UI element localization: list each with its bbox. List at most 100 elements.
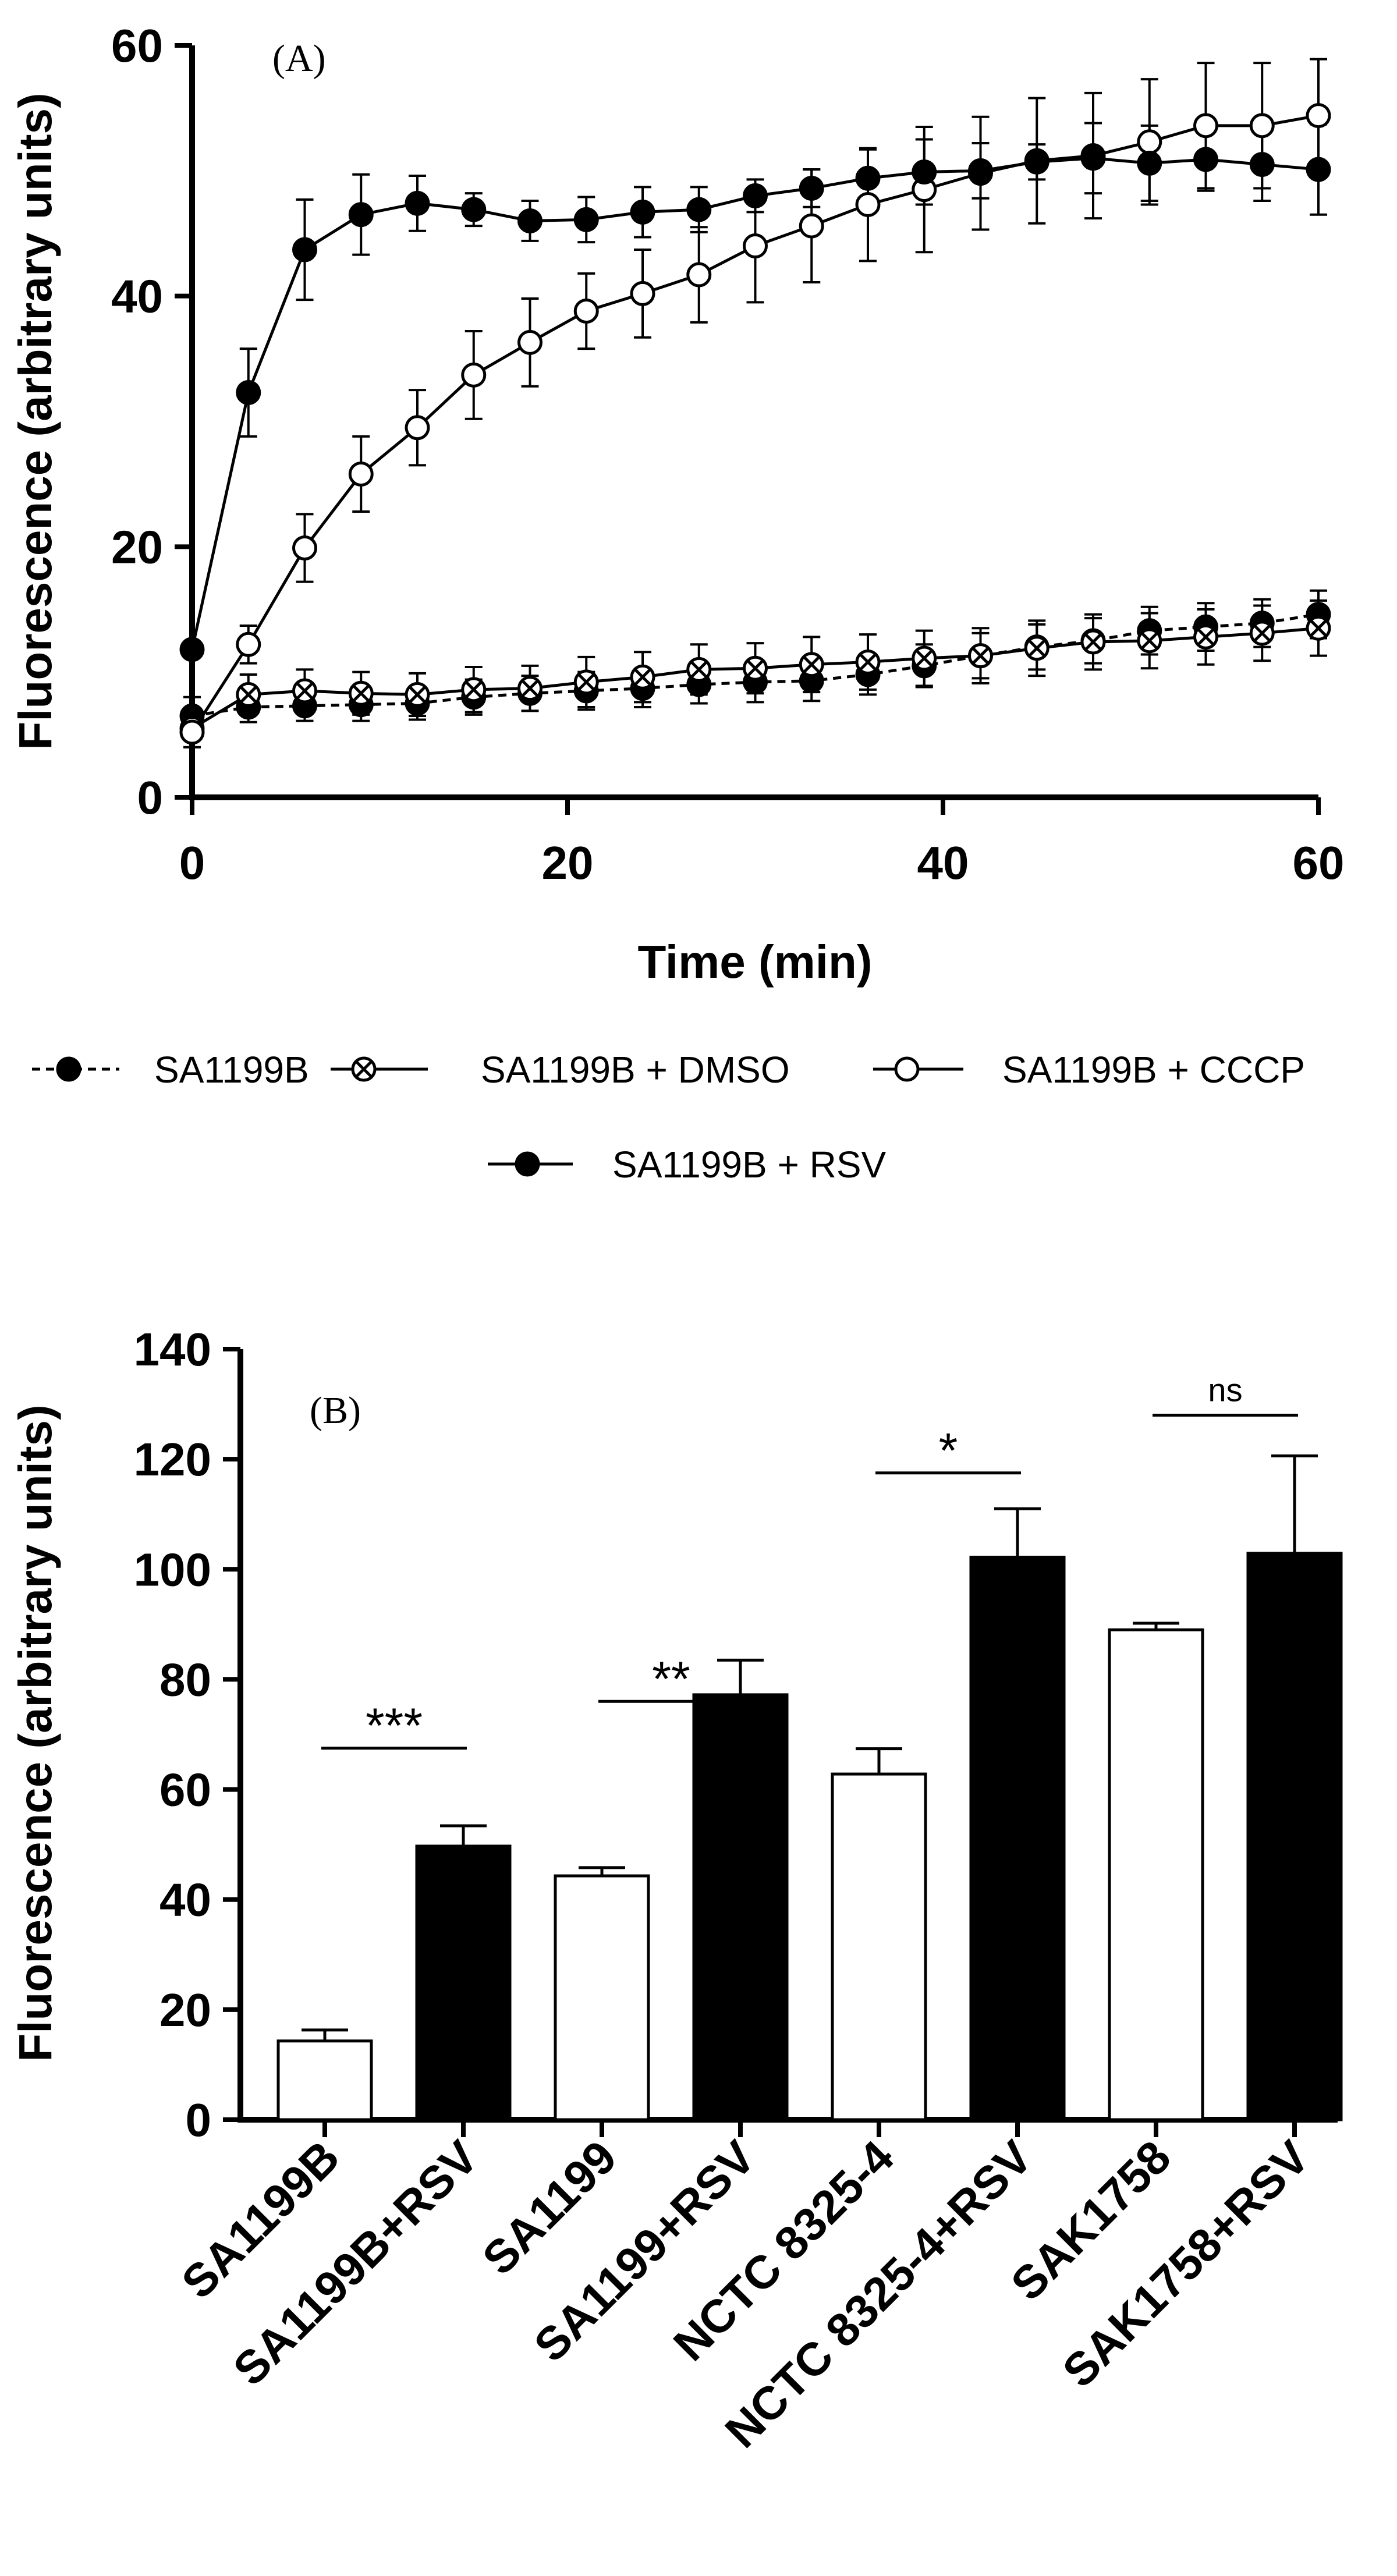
panel-b-y-tick-label: 100 <box>134 1544 211 1595</box>
data-point-sa1199b-cccp <box>855 191 881 217</box>
panel-a-legend: SA1199B SA1199B + DMSO SA1199B + CCCP SA… <box>32 1049 1305 1186</box>
bar-nctc-8325-4-rsv <box>969 1555 1066 2121</box>
data-point-sa1199b-cccp <box>405 415 430 441</box>
bar-sa1199-rsv <box>692 1693 789 2121</box>
panel-b-y-tick-label: 80 <box>159 1654 211 1705</box>
data-point-sa1199b-rsv <box>405 190 430 216</box>
data-point-sa1199b-cccp <box>1306 103 1331 129</box>
data-point-sa1199b-cccp <box>292 535 317 560</box>
data-point-cross-sa1199b-dmso <box>915 650 933 667</box>
data-point-sa1199b-cccp <box>348 461 374 487</box>
data-point-sa1199b-cccp <box>799 213 824 239</box>
panel-a-y-tick-label: 60 <box>111 20 163 72</box>
data-point-cross-sa1199b-dmso <box>577 673 595 691</box>
legend-label-sa1199b-cccp: SA1199B + CCCP <box>1002 1049 1305 1091</box>
data-point-sa1199b-rsv <box>1024 149 1049 175</box>
data-point-sa1199b-cccp <box>517 329 543 355</box>
panel-b-y-ticks: 0 20 40 60 80 100 120 140 <box>134 1324 240 2146</box>
legend-entry-sa1199b-dmso: SA1199B + DMSO <box>331 1049 790 1091</box>
legend-entry-sa1199b: SA1199B <box>32 1049 309 1091</box>
data-point-cross-sa1199b-dmso <box>465 681 483 698</box>
significance-label: ** <box>652 1651 690 1706</box>
data-point-cross-sa1199b-dmso <box>239 686 257 704</box>
panel-a-y-tick-label: 20 <box>111 521 163 573</box>
data-point-sa1199b-rsv <box>292 237 317 262</box>
data-point-sa1199b-cccp <box>461 362 487 388</box>
data-point-sa1199b-rsv <box>461 197 487 222</box>
panel-b-error-bars <box>302 1454 1318 2041</box>
data-point-cross-sa1199b-dmso <box>1197 628 1215 646</box>
data-point-cross-sa1199b-dmso <box>1253 625 1271 642</box>
data-point-cross-sa1199b-dmso <box>746 659 764 677</box>
data-point-cross-sa1199b-dmso <box>409 686 426 704</box>
x-tick-label-sak1758-rsv: SAK1758+RSV <box>1052 2131 1319 2397</box>
data-point-cross-sa1199b-dmso <box>352 684 370 702</box>
data-point-cross-sa1199b-dmso <box>859 653 877 671</box>
data-point-sa1199b-rsv <box>573 207 599 232</box>
data-point-sa1199b-rsv <box>686 197 712 222</box>
bar-nctc-8325-4 <box>831 1772 927 2121</box>
data-point-sa1199b-rsv <box>855 165 881 191</box>
bar-sa1199b-rsv <box>415 1844 512 2121</box>
data-point-cross-sa1199b-dmso <box>1140 632 1158 650</box>
significance-label: * <box>939 1423 958 1478</box>
data-point-cross-sa1199b-dmso <box>1310 619 1327 637</box>
data-point-sa1199b-cccp <box>743 233 768 259</box>
data-point-cross-sa1199b-dmso <box>1028 639 1046 657</box>
data-point-sa1199b-cccp <box>1193 113 1218 139</box>
data-point-cross-sa1199b-dmso <box>803 655 821 673</box>
data-point-cross-sa1199b-dmso <box>296 682 314 700</box>
legend-label-sa1199b-rsv: SA1199B + RSV <box>612 1144 887 1186</box>
panel-a-data-points <box>179 103 1331 745</box>
panel-a-x-tick-label: 20 <box>542 837 594 889</box>
panel-a-y-tick-label: 40 <box>111 271 163 322</box>
legend-entry-sa1199b-cccp: SA1199B + CCCP <box>873 1049 1305 1091</box>
bar-sa1199b <box>276 2039 373 2121</box>
panel-b-label: (B) <box>310 1389 361 1432</box>
panel-b-y-tick-label: 140 <box>134 1324 211 1375</box>
data-point-sa1199b-rsv <box>1193 147 1218 172</box>
panel-b-y-tick-label: 20 <box>159 1984 211 2036</box>
x-tick-label-sa1199b-rsv: SA1199B+RSV <box>224 2131 488 2395</box>
data-point-sa1199b-cccp <box>573 299 599 324</box>
panel-b-y-tick-label: 120 <box>134 1434 211 1485</box>
data-point-sa1199b-rsv <box>799 175 824 201</box>
legend-marker-cross-b <box>355 1060 373 1078</box>
significance-label: *** <box>366 1698 423 1753</box>
panel-a-y-tick-label: 0 <box>137 772 164 824</box>
panel-a-x-tick-label: 60 <box>1293 837 1345 889</box>
panel-a-x-ticks: 0 20 40 60 <box>179 797 1345 889</box>
data-point-sa1199b-rsv <box>236 379 261 405</box>
bar-sa1199 <box>554 1874 650 2121</box>
panel-b-y-tick-label: 40 <box>159 1874 211 1926</box>
data-point-sa1199b-rsv <box>743 183 768 208</box>
data-point-sa1199b-rsv <box>517 208 543 233</box>
data-point-sa1199b-rsv <box>1080 146 1106 171</box>
legend-label-sa1199b: SA1199B <box>154 1049 309 1091</box>
panel-b-bar-chart: (B) Fluorescence (arbitrary units) 0 20 40… <box>9 1324 1343 2457</box>
legend-marker-sa1199b-rsv <box>515 1151 540 1177</box>
data-point-cross-sa1199b-dmso <box>1084 633 1102 651</box>
panel-b-y-tick-label: 60 <box>159 1764 211 1816</box>
data-point-sa1199b-rsv <box>179 637 205 662</box>
data-point-sa1199b-cccp <box>686 262 712 288</box>
data-point-sa1199b-cccp <box>179 719 205 745</box>
data-point-sa1199b-cccp <box>236 631 261 657</box>
data-point-cross-sa1199b-dmso <box>690 661 708 679</box>
panel-b-bars <box>276 1552 1343 2121</box>
data-point-sa1199b-rsv <box>630 199 655 225</box>
legend-marker-sa1199b-cccp <box>894 1056 920 1082</box>
panel-a-label: (A) <box>272 37 326 80</box>
bar-sak1758-rsv <box>1246 1552 1343 2121</box>
data-point-cross-sa1199b-dmso <box>971 647 990 665</box>
data-point-sa1199b-cccp <box>1249 113 1275 139</box>
bar-sak1758 <box>1108 1628 1204 2121</box>
data-point-sa1199b-rsv <box>1306 157 1331 182</box>
panel-a-x-tick-label: 40 <box>917 837 969 889</box>
data-point-sa1199b-cccp <box>630 281 655 306</box>
panel-a-y-axis-title: Fluorescence (arbitrary units) <box>9 93 61 750</box>
data-point-cross-sa1199b-dmso <box>634 668 651 686</box>
panel-b-significance: ******ns <box>321 1371 1298 1753</box>
significance-label: ns <box>1208 1371 1242 1408</box>
data-point-sa1199b-rsv <box>968 158 993 183</box>
